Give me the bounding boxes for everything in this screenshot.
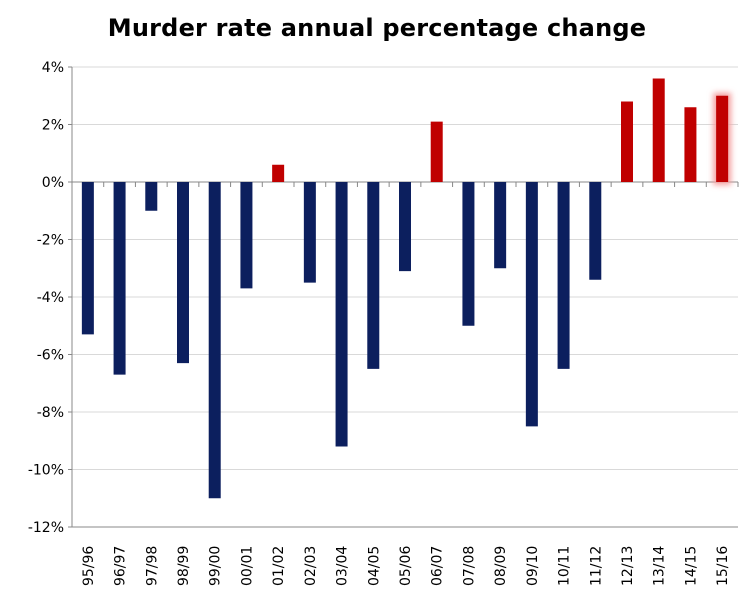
y-tick-labels: 4% 2% 0% -2% -4% -6% -8% -10% -12% bbox=[28, 60, 64, 536]
bar-10-11 bbox=[557, 182, 570, 369]
x-tick-label: 02/03 bbox=[303, 546, 319, 586]
y-tick-label: 0% bbox=[42, 175, 64, 191]
x-tick-label: 14/15 bbox=[683, 546, 699, 586]
bar-99-00 bbox=[208, 182, 221, 499]
grid-lines bbox=[72, 66, 738, 528]
x-tick-label: 13/14 bbox=[652, 546, 668, 586]
x-tick-label: 10/11 bbox=[557, 546, 573, 586]
bar-05-06 bbox=[399, 182, 411, 272]
bar-01-02 bbox=[272, 164, 285, 182]
x-tick-label: 00/01 bbox=[239, 546, 255, 586]
bar-96-97 bbox=[113, 182, 126, 375]
bars bbox=[81, 78, 732, 499]
x-tick-label: 11/12 bbox=[588, 546, 604, 586]
x-tick-label: 97/98 bbox=[144, 546, 160, 586]
bar-14-15 bbox=[684, 107, 697, 182]
y-tick-label: -6% bbox=[37, 348, 64, 364]
bar-98-99 bbox=[177, 182, 189, 364]
x-tick-label: 95/96 bbox=[81, 546, 97, 586]
bar-09-10 bbox=[525, 182, 538, 427]
bar-97-98 bbox=[145, 182, 158, 211]
bar-15-16 bbox=[716, 95, 729, 182]
x-tick-label: 04/05 bbox=[366, 546, 382, 586]
y-tick-label: -2% bbox=[37, 233, 64, 249]
bar-02-03 bbox=[303, 182, 316, 283]
y-tick-label: -10% bbox=[28, 463, 64, 479]
bar-07-08 bbox=[462, 182, 475, 326]
x-tick-label: 01/02 bbox=[271, 546, 287, 586]
x-tick-label: 12/13 bbox=[620, 546, 636, 586]
y-tick-label: -12% bbox=[28, 520, 64, 536]
x-tick-label: 98/99 bbox=[176, 546, 192, 586]
x-tick-label: 96/97 bbox=[113, 546, 129, 586]
x-tick-label: 08/09 bbox=[493, 546, 509, 586]
x-tick-labels: 95/96 96/97 97/98 98/99 99/00 00/01 01/02 02/03… bbox=[81, 546, 731, 586]
x-tick-label: 09/10 bbox=[525, 546, 541, 586]
bar-04-05 bbox=[367, 182, 380, 369]
bar-95-96 bbox=[81, 182, 94, 335]
x-tick-label: 06/07 bbox=[430, 546, 446, 586]
x-tick-label: 15/16 bbox=[715, 546, 731, 586]
y-tick-label: -8% bbox=[37, 405, 64, 421]
bar-13-14 bbox=[652, 78, 665, 182]
bar-03-04 bbox=[335, 182, 348, 447]
y-tick-label: 4% bbox=[42, 60, 64, 76]
x-tick-label: 03/04 bbox=[335, 546, 351, 586]
bar-06-07 bbox=[430, 121, 443, 182]
bar-11-12 bbox=[589, 182, 602, 280]
bar-00-01 bbox=[240, 182, 253, 289]
chart-title: Murder rate annual percentage change bbox=[107, 14, 647, 42]
x-tick-label: 05/06 bbox=[398, 546, 414, 586]
x-tick-label: 99/00 bbox=[208, 546, 224, 586]
bar-08-09 bbox=[494, 182, 507, 269]
x-tick-label: 07/08 bbox=[461, 546, 477, 586]
bar-12-13 bbox=[621, 101, 633, 182]
y-tick-label: -4% bbox=[37, 290, 64, 306]
y-tick-label: 2% bbox=[42, 118, 64, 134]
